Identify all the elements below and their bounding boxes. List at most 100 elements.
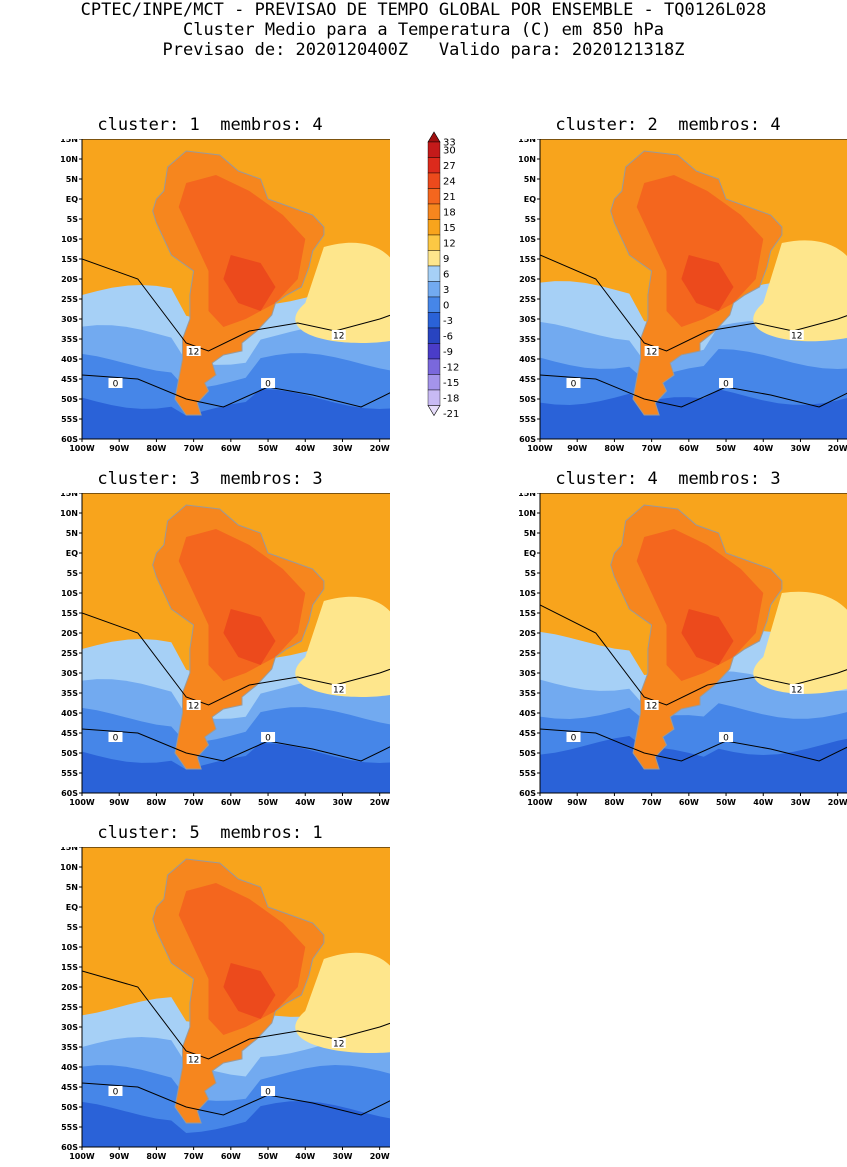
lon-tick-label: 100W [69, 798, 95, 807]
lat-tick-label: 5S [525, 215, 537, 224]
lat-tick-label: 25S [61, 649, 78, 658]
lat-tick-label: 55S [61, 769, 78, 778]
contour-label: 12 [646, 702, 657, 712]
lat-tick-label: 20S [61, 275, 78, 284]
lat-tick-label: 40S [61, 709, 78, 718]
lat-tick-label: 30S [519, 315, 536, 324]
colorbar-label: 33 [443, 138, 456, 149]
lat-tick-label: 40S [61, 355, 78, 364]
lat-tick-label: 50S [519, 395, 536, 404]
colorbar-label: 15 [443, 223, 456, 234]
lon-tick-label: 50W [716, 798, 736, 807]
lat-tick-label: 55S [61, 1123, 78, 1132]
lon-tick-label: 100W [527, 798, 553, 807]
temperature-map: 12 12 0 0 15N 10N 5N EQ 5S 10S 15S 20S 25S 30S 35S 40S 4… [60, 139, 390, 453]
lon-tick-label: 90W [109, 444, 129, 453]
colorbar-swatch [427, 281, 441, 298]
lat-tick-label: 50S [61, 1103, 78, 1112]
lat-tick-label: 10S [519, 589, 536, 598]
lon-tick-label: 40W [295, 798, 315, 807]
colorbar-label: -3 [443, 316, 453, 327]
lat-tick-label: 5S [67, 215, 79, 224]
colorbar-swatch [427, 265, 441, 282]
lat-tick-label: 15N [60, 493, 78, 498]
lon-tick-label: 50W [716, 444, 736, 453]
lat-tick-label: 15N [518, 493, 536, 498]
colorbar-swatch [427, 358, 441, 375]
contour-label: 12 [333, 1040, 344, 1050]
lat-tick-label: 55S [519, 769, 536, 778]
lon-tick-label: 90W [567, 798, 587, 807]
colorbar-label: 30 [443, 145, 456, 156]
lat-tick-label: 15N [60, 139, 78, 144]
lat-tick-label: 60S [61, 789, 78, 798]
colorbar-label: -15 [443, 378, 459, 389]
contour-label: 0 [723, 734, 729, 744]
lat-tick-label: 25S [61, 295, 78, 304]
colorbar-swatch [427, 250, 441, 267]
lon-tick-label: 70W [184, 444, 204, 453]
lat-tick-label: 55S [519, 415, 536, 424]
colorbar-swatch [427, 157, 441, 174]
contour-label: 12 [188, 1056, 199, 1066]
lat-tick-label: 45S [61, 729, 78, 738]
lat-tick-label: EQ [66, 549, 78, 558]
temperature-map: 12 12 0 0 15N 10N 5N EQ 5S 10S 15S 20S 25S 30S 35S 40S 4… [518, 139, 847, 453]
lat-tick-label: 15S [519, 609, 536, 618]
temperature-map: 12 12 0 0 15N 10N 5N EQ 5S 10S 15S 20S 25S 30S 35S 40S 4… [60, 493, 390, 807]
panel-title: cluster: 5 membros: 1 [97, 823, 323, 843]
colorbar-label: -21 [443, 409, 459, 420]
lat-tick-label: 15N [60, 847, 78, 852]
lat-tick-label: 45S [61, 1083, 78, 1092]
map-panel-cluster-3: cluster: 3 membros: 3 12 12 0 0 15N 10N 5N EQ 5S… [40, 469, 390, 807]
colorbar-label: 9 [443, 254, 449, 265]
lon-tick-label: 30W [332, 444, 352, 453]
colorbar-swatch [427, 374, 441, 391]
contour-label: 0 [265, 1088, 271, 1098]
lon-tick-label: 80W [146, 444, 166, 453]
contour-label: 0 [571, 734, 577, 744]
lon-tick-label: 70W [184, 798, 204, 807]
lon-tick-label: 80W [146, 798, 166, 807]
lat-tick-label: 10S [519, 235, 536, 244]
colorbar-label: 21 [443, 192, 456, 203]
lat-tick-label: 10N [60, 509, 78, 518]
lat-tick-label: 25S [519, 295, 536, 304]
contour-label: 0 [113, 1088, 119, 1098]
lat-tick-label: 5N [524, 529, 536, 538]
lat-tick-label: 5S [67, 923, 79, 932]
lat-tick-label: 30S [61, 1023, 78, 1032]
contour-label: 0 [265, 734, 271, 744]
lat-tick-label: 25S [519, 649, 536, 658]
lat-tick-label: 45S [519, 375, 536, 384]
map-panel-cluster-1: cluster: 1 membros: 4 12 12 0 0 15N 10N 5N EQ 5S… [40, 115, 390, 453]
lon-tick-label: 100W [69, 444, 95, 453]
contour-label: 12 [188, 348, 199, 358]
colorbar-label: 6 [443, 269, 449, 280]
lat-tick-label: EQ [66, 903, 78, 912]
lat-tick-label: 30S [61, 315, 78, 324]
lat-tick-label: 35S [61, 689, 78, 698]
lat-tick-label: 50S [519, 749, 536, 758]
lon-tick-label: 40W [295, 444, 315, 453]
contour-label: 0 [723, 380, 729, 390]
contour-label: 12 [791, 332, 802, 342]
colorbar-swatch [427, 188, 441, 205]
lat-tick-label: EQ [524, 549, 536, 558]
header-title: CPTEC/INPE/MCT - PREVISAO DE TEMPO GLOBA… [80, 0, 767, 20]
temperature-map: 12 12 0 0 15N 10N 5N EQ 5S 10S 15S 20S 25S 30S 35S 40S 4… [60, 847, 390, 1161]
lon-tick-label: 70W [642, 444, 662, 453]
colorbar-label: -6 [443, 331, 453, 342]
lat-tick-label: 25S [61, 1003, 78, 1012]
lat-tick-label: 5N [524, 175, 536, 184]
lon-tick-label: 60W [221, 444, 241, 453]
contour-label: 0 [265, 380, 271, 390]
colorbar-swatch [427, 172, 441, 189]
lon-tick-label: 30W [790, 798, 810, 807]
contour-label: 0 [113, 734, 119, 744]
colorbar-swatch [427, 312, 441, 329]
lat-tick-label: 45S [519, 729, 536, 738]
colorbar-swatch [427, 389, 441, 406]
lon-tick-label: 30W [790, 444, 810, 453]
